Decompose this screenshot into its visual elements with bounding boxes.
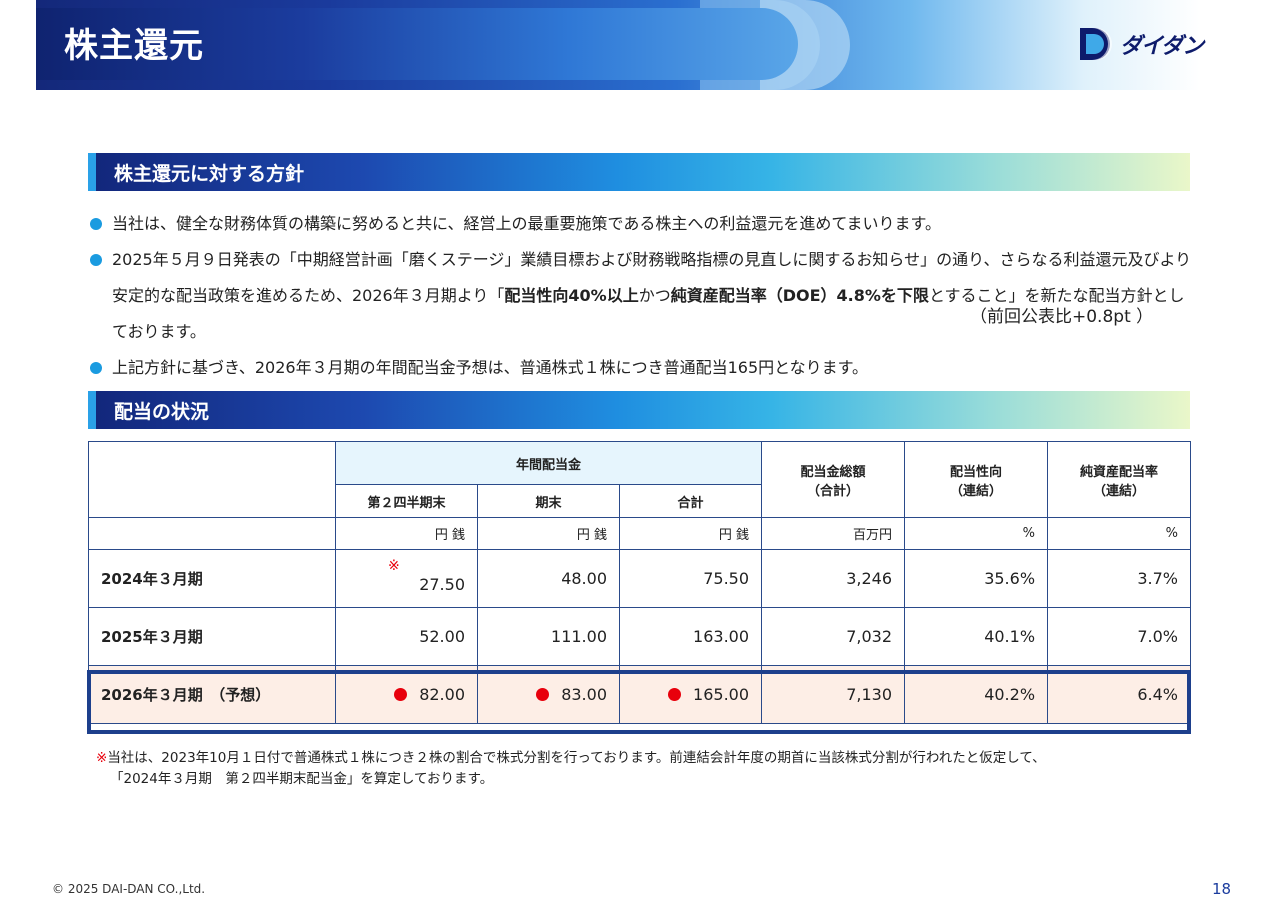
unit-cell: 円 銭 xyxy=(477,517,620,550)
cell-amount: 3,246 xyxy=(761,549,906,608)
policy-bullet-list: 当社は、健全な財務体質の構築に努めると共に、経営上の最重要施策である株主への利益… xyxy=(88,206,1198,386)
cell-value: 83.00 xyxy=(561,685,607,704)
header-doe: 純資産配当率 （連結） xyxy=(1047,441,1192,518)
section-header-dividend: 配当の状況 xyxy=(88,391,1190,429)
doe-change-note: （前回公表比+0.8pt ） xyxy=(970,307,1154,327)
section-title: 株主還元に対する方針 xyxy=(114,163,305,185)
table-corner-cell xyxy=(88,441,336,518)
cell-year-end: 111.00 xyxy=(477,607,620,666)
cell-q2: 82.00 xyxy=(335,665,478,724)
footnote-mark: ※ xyxy=(96,750,108,766)
header-total: 合計 xyxy=(618,484,763,518)
cell-payout: 35.6% xyxy=(904,549,1049,608)
header-pill xyxy=(36,8,798,80)
bullet-text: とすること」を新たな配当方針としております。 xyxy=(112,286,1185,341)
section-title: 配当の状況 xyxy=(114,401,210,423)
cell-amount: 7,032 xyxy=(761,607,906,666)
logo-text: ダイダン xyxy=(1120,34,1204,59)
header-annual-dividend: 年間配当金 xyxy=(334,441,763,485)
cell-value: 27.50 xyxy=(419,575,465,594)
bullet-text: 当社は、健全な財務体質の構築に努めると共に、経営上の最重要施策である株主への利益… xyxy=(112,214,941,233)
cell-doe: 6.4% xyxy=(1047,665,1192,724)
split-asterisk: ※ xyxy=(388,558,400,574)
company-logo: ダイダン xyxy=(1078,24,1218,64)
cell-payout: 40.1% xyxy=(904,607,1049,666)
cell-year-end: 83.00 xyxy=(477,665,620,724)
header-q2-end: 第２四半期末 xyxy=(335,484,478,518)
cell-q2: 52.00 xyxy=(335,607,478,666)
unit-cell: 円 銭 xyxy=(335,517,478,550)
table-row: 2025年３月期 52.00 111.00 163.00 7,032 40.1%… xyxy=(88,607,1192,666)
bullet-dot-icon xyxy=(90,362,102,374)
unit-cell: 百万円 xyxy=(761,517,906,550)
cell-q2: ※ 27.50 xyxy=(335,549,478,608)
unit-cell xyxy=(88,517,336,550)
section-header-policy: 株主還元に対する方針 xyxy=(88,153,1190,191)
row-label: 2024年３月期 xyxy=(88,549,336,608)
header-payout-ratio: 配当性向 （連結） xyxy=(904,441,1049,518)
page-number: 18 xyxy=(1212,880,1232,898)
bullet-text: 上記方針に基づき、2026年３月期の年間配当金予想は、普通株式１株につき普通配当… xyxy=(112,358,869,377)
dividend-table: 年間配当金 配当金総額 （合計） 配当性向 （連結） 純資産配当率 （連結） 第… xyxy=(88,441,1192,724)
cell-total: 163.00 xyxy=(618,607,763,666)
bullet-emphasis: 配当性向40%以上 xyxy=(504,286,639,305)
bullet-dot-icon xyxy=(90,254,102,266)
cell-total: 165.00 xyxy=(618,665,763,724)
bullet-dot-icon xyxy=(90,218,102,230)
footnote-line: 当社は、2023年10月１日付で普通株式１株につき２株の割合で株式分割を行ってお… xyxy=(107,750,1046,766)
page-title: 株主還元 xyxy=(64,26,204,66)
table-row-forecast: 2026年３月期 （予想） 82.00 83.00 165.00 7,130 4… xyxy=(88,665,1192,724)
cell-doe: 7.0% xyxy=(1047,607,1192,666)
forecast-dot-icon xyxy=(536,688,550,701)
row-label: 2026年３月期 （予想） xyxy=(88,665,336,724)
daidan-logo-icon xyxy=(1080,28,1112,60)
footnote-line: 「2024年３月期 第２四半期末配当金」を算定しております。 xyxy=(110,771,494,787)
header-total-amount: 配当金総額 （合計） xyxy=(761,441,906,518)
list-item: 2025年５月９日発表の「中期経営計画「磨くステージ」業績目標および財務戦略指標… xyxy=(88,242,1198,350)
cell-amount: 7,130 xyxy=(761,665,906,724)
unit-cell: % xyxy=(1047,517,1192,550)
copyright: © 2025 DAI-DAN CO.,Ltd. xyxy=(52,882,206,896)
bullet-text: かつ xyxy=(638,286,671,305)
unit-cell: % xyxy=(904,517,1049,550)
header-year-end: 期末 xyxy=(477,484,620,518)
cell-doe: 3.7% xyxy=(1047,549,1192,608)
list-item: 当社は、健全な財務体質の構築に努めると共に、経営上の最重要施策である株主への利益… xyxy=(88,206,1198,242)
footnote: ※当社は、2023年10月１日付で普通株式１株につき２株の割合で株式分割を行って… xyxy=(96,748,1200,790)
unit-row: 円 銭 円 銭 円 銭 百万円 % % xyxy=(88,517,1192,550)
table-row: 2024年３月期 ※ 27.50 48.00 75.50 3,246 35.6%… xyxy=(88,549,1192,608)
cell-value: 82.00 xyxy=(419,685,465,704)
cell-total: 75.50 xyxy=(618,549,763,608)
unit-cell: 円 銭 xyxy=(618,517,763,550)
cell-value: 165.00 xyxy=(693,685,750,704)
cell-year-end: 48.00 xyxy=(477,549,620,608)
cell-payout: 40.2% xyxy=(904,665,1049,724)
list-item: 上記方針に基づき、2026年３月期の年間配当金予想は、普通株式１株につき普通配当… xyxy=(88,350,1198,386)
forecast-dot-icon xyxy=(668,688,682,701)
bullet-text: 2025年５月９日発表の「中期経営計画「磨くステージ」業績目標および財務戦略指標… xyxy=(112,250,1192,305)
bullet-emphasis: 純資産配当率（DOE）4.8%を下限 xyxy=(670,286,929,305)
forecast-dot-icon xyxy=(394,688,408,701)
row-label: 2025年３月期 xyxy=(88,607,336,666)
